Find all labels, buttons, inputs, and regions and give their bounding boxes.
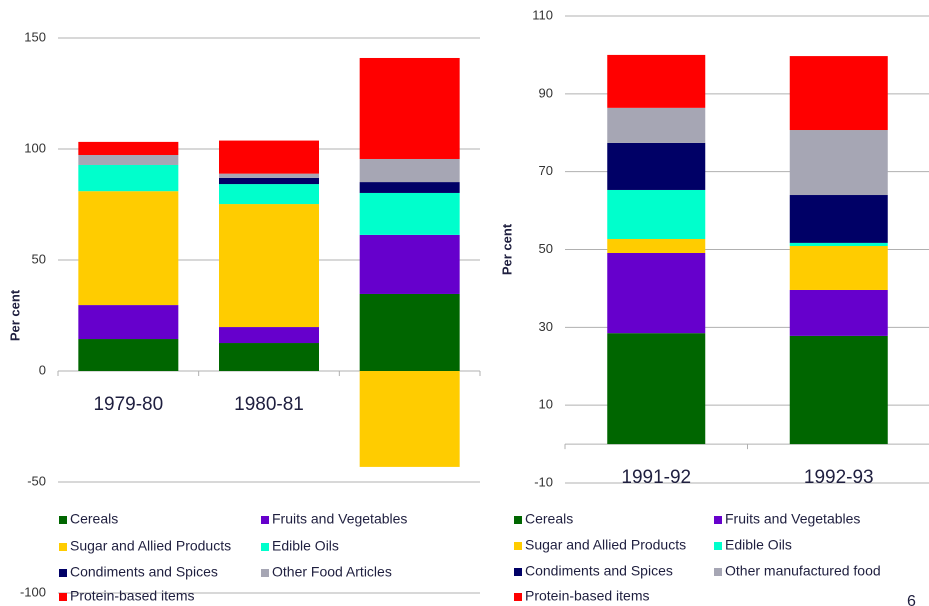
y-axis-label: Per cent (7, 289, 22, 341)
bar-segment (607, 238, 706, 254)
y-tick-label: -50 (27, 473, 46, 488)
legend-label: Fruits and Vegetables (725, 511, 860, 527)
bar-segment (607, 54, 706, 108)
y-tick-label: 150 (24, 29, 46, 44)
legend-swatch (59, 593, 67, 601)
bar-segment (607, 333, 706, 445)
legend-swatch (714, 516, 722, 524)
legend-label: Condiments and Spices (525, 563, 673, 579)
bar-segment (359, 371, 460, 467)
bar-segment (219, 140, 319, 174)
legend-label: Cereals (525, 511, 573, 527)
legend-swatch (59, 516, 67, 524)
legend-swatch (261, 516, 269, 524)
bar-segment (219, 204, 319, 328)
legend-label: Edible Oils (272, 538, 339, 554)
legend-swatch (514, 568, 522, 576)
x-tick-label: 1991-92 (621, 467, 691, 488)
bar-segment (359, 158, 460, 183)
y-tick-label: 0 (39, 362, 46, 377)
bar-segment (219, 184, 319, 205)
legend-swatch (514, 593, 522, 601)
bar-segment (219, 177, 319, 185)
bar-segment (78, 141, 179, 155)
bar-segment (789, 130, 888, 196)
bar-segment (607, 189, 706, 239)
bar-segment (789, 242, 888, 246)
y-tick-label: 50 (32, 251, 46, 266)
legend-swatch (514, 542, 522, 550)
bar-segment (219, 343, 319, 371)
bar-segment (359, 293, 460, 371)
legend-swatch (59, 569, 67, 577)
bar-segment (789, 195, 888, 243)
bar-segment (789, 245, 888, 290)
bar-segment (78, 164, 179, 192)
bar-segment (359, 182, 460, 193)
bar-segment (607, 142, 706, 190)
bar-segment (219, 327, 319, 344)
bar-segment (78, 339, 179, 371)
bar-segment (607, 253, 706, 334)
bar-segment (789, 289, 888, 336)
x-tick-label: 1979-80 (93, 394, 163, 415)
legend-label: Other Food Articles (272, 564, 392, 580)
legend-swatch (514, 516, 522, 524)
y-tick-label: 10 (539, 397, 553, 412)
legend-label: Protein-based items (70, 588, 195, 604)
legend-label: Protein-based items (525, 588, 650, 604)
legend-swatch (261, 569, 269, 577)
legend-label: Other manufactured food (725, 563, 881, 579)
y-tick-label: 50 (539, 241, 553, 256)
legend-swatch (714, 542, 722, 550)
legend-label: Fruits and Vegetables (272, 511, 407, 527)
bar-segment (607, 107, 706, 143)
y-tick-label: 90 (539, 85, 553, 100)
legend-swatch (714, 568, 722, 576)
bar-segment (789, 335, 888, 445)
y-axis-label: Per cent (499, 223, 514, 275)
legend-swatch (261, 543, 269, 551)
bar-segment (359, 234, 460, 294)
bar-segment (359, 57, 460, 159)
bar-segment (219, 173, 319, 178)
y-tick-label: 30 (539, 319, 553, 334)
bar-segment (78, 154, 179, 165)
legend-label: Sugar and Allied Products (70, 538, 231, 554)
legend-swatch (59, 543, 67, 551)
x-tick-label: 1992-93 (804, 467, 874, 488)
y-tick-label: -10 (534, 474, 553, 489)
bar-segment (78, 191, 179, 306)
legend-label: Sugar and Allied Products (525, 537, 686, 553)
legend-label: Cereals (70, 511, 118, 527)
page-number: 6 (907, 593, 916, 606)
legend-label: Condiments and Spices (70, 564, 218, 580)
y-tick-label: -100 (20, 584, 46, 599)
y-tick-label: 100 (24, 140, 46, 155)
bar-segment (789, 56, 888, 131)
bar-segment (359, 192, 460, 235)
y-tick-label: 110 (532, 7, 553, 22)
x-tick-label: 1980-81 (234, 394, 304, 415)
y-tick-label: 70 (539, 163, 553, 178)
bar-segment (78, 305, 179, 340)
legend-label: Edible Oils (725, 537, 792, 553)
